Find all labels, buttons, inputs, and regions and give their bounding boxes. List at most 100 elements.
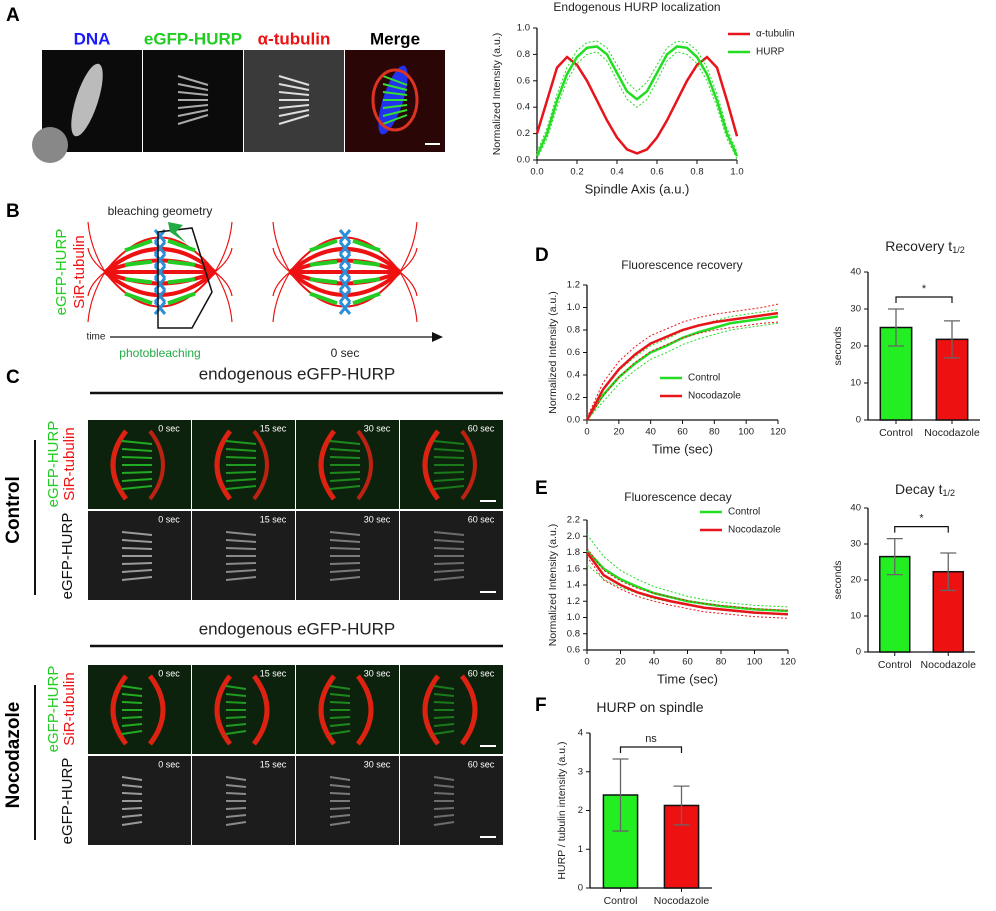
x-tick-label: 20: [615, 657, 626, 668]
fiber: [121, 576, 153, 581]
hurp: [167, 291, 196, 306]
spindle: [252, 429, 269, 501]
x-tick-label: Nocodazole: [654, 895, 710, 907]
astral: [272, 247, 291, 273]
spindle: [460, 429, 477, 501]
fiber: [278, 109, 310, 117]
x-axis-label: Time (sec): [657, 671, 718, 686]
x-tick-label: 0.2: [570, 167, 583, 178]
astral: [272, 271, 291, 323]
dna-blob: [71, 63, 103, 137]
fiber: [121, 471, 153, 474]
row-label: eGFP-HURP: [59, 758, 76, 845]
fiber: [433, 547, 465, 550]
fiber: [433, 776, 455, 781]
fiber: [121, 784, 143, 788]
astral: [87, 271, 106, 297]
y-tick-label: 30: [850, 304, 861, 315]
y-tick-label: 0.8: [567, 325, 580, 336]
hurp: [309, 259, 338, 267]
y-tick-label: 0.2: [517, 128, 530, 139]
timestamp: 30 sec: [364, 514, 391, 524]
significance-label: *: [919, 513, 924, 525]
fiber: [225, 693, 247, 697]
y-tick-label: 0.4: [517, 102, 530, 113]
hurp: [124, 238, 153, 253]
fiber: [225, 723, 247, 727]
x-tick-label: 80: [709, 427, 720, 438]
y-tick-label: 20: [850, 341, 861, 352]
y-tick-label: 0: [578, 883, 583, 894]
fiber: [329, 776, 351, 781]
chromosome: [153, 301, 167, 315]
y-axis-label: Normalized Intensity (a.u.): [491, 33, 503, 156]
astral: [214, 221, 233, 273]
timestamp: 0 sec: [158, 514, 180, 524]
spindle: [214, 674, 233, 746]
spindle: [371, 68, 419, 132]
timestamp: 0 sec: [158, 423, 180, 433]
hurp: [167, 277, 196, 285]
spindle: [318, 674, 337, 746]
fiber: [278, 83, 310, 91]
fiber: [329, 814, 351, 818]
fiber: [433, 821, 455, 826]
chart-title: Fluorescence decay: [624, 490, 731, 504]
annotation: time: [87, 332, 106, 343]
fiber: [433, 814, 455, 818]
fiber: [329, 478, 361, 482]
error-band: [536, 40, 738, 153]
fiber: [225, 562, 257, 565]
y-tick-label: 1.0: [517, 23, 530, 34]
fiber: [433, 701, 455, 704]
y-tick-label: 0.6: [567, 645, 580, 656]
hurp: [309, 277, 338, 285]
x-tick-label: Control: [879, 427, 913, 439]
fiber: [121, 539, 153, 543]
chart-title: Fluorescence recovery: [621, 258, 742, 272]
channel-label: DNA: [74, 29, 111, 48]
x-tick-label: 60: [677, 427, 688, 438]
row-label: eGFP-HURP: [45, 666, 62, 753]
y-tick-label: 0.0: [567, 415, 580, 426]
x-tick-label: 0.8: [690, 167, 703, 178]
x-tick-label: 1.0: [730, 167, 743, 178]
row-label: eGFP-HURP: [53, 229, 70, 316]
y-tick-label: 0.8: [567, 628, 580, 639]
fiber: [329, 716, 351, 719]
panel-letter: C: [6, 367, 20, 388]
fiber: [121, 716, 143, 719]
chromosome: [338, 289, 352, 303]
fiber: [329, 547, 361, 550]
x-axis-label: Spindle Axis (a.u.): [585, 181, 690, 196]
timestamp: 15 sec: [260, 514, 287, 524]
series-line: [586, 550, 789, 613]
fiber: [121, 792, 143, 795]
x-tick-label: 0.4: [610, 167, 623, 178]
y-axis-label: seconds: [832, 326, 844, 365]
series-line: [535, 45, 739, 157]
hurp: [352, 259, 381, 267]
series-line: [535, 55, 739, 155]
fiber: [121, 693, 143, 697]
fiber: [433, 448, 465, 452]
spindle-diagram: [272, 221, 418, 323]
fiber: [225, 440, 257, 445]
x-tick-label: Nocodazole: [924, 427, 980, 439]
fiber: [225, 456, 257, 459]
channel-label: Merge: [370, 29, 420, 48]
fiber: [329, 784, 351, 788]
x-tick-label: 0.0: [530, 167, 543, 178]
y-axis-label: HURP / tubulin intensity (a.u.): [556, 741, 568, 879]
fiber: [121, 478, 153, 482]
fiber: [329, 821, 351, 826]
timestamp: 30 sec: [364, 668, 391, 678]
panel-letter: A: [6, 5, 20, 26]
fiber: [433, 478, 465, 482]
channel-label: α-tubulin: [258, 29, 331, 48]
y-tick-label: 1.2: [567, 280, 580, 291]
significance-bracket: [619, 746, 683, 753]
y-tick-label: 40: [850, 503, 861, 514]
fiber: [329, 539, 361, 543]
fiber: [382, 104, 408, 109]
